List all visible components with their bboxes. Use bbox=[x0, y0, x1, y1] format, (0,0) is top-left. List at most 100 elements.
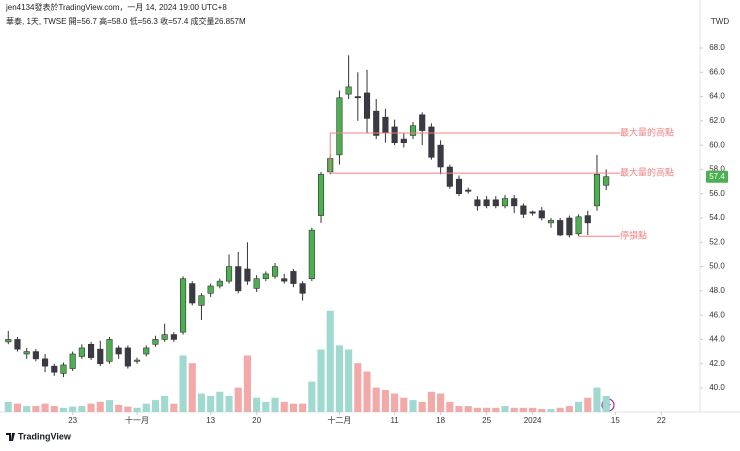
volume-bar bbox=[78, 406, 86, 412]
candle-body bbox=[253, 278, 260, 289]
candle-body bbox=[400, 138, 407, 144]
volume-bar bbox=[501, 406, 509, 412]
volume-bar bbox=[418, 401, 426, 412]
legend[interactable]: 華泰, 1天, TWSE 開=56.7 高=58.0 低=56.3 收=57.4… bbox=[6, 16, 246, 26]
x-tick-label: 22 bbox=[657, 416, 666, 425]
volume-bar bbox=[492, 407, 500, 412]
volume-bar bbox=[427, 391, 435, 412]
volume-bar bbox=[87, 403, 95, 412]
candle-body bbox=[501, 198, 509, 207]
candle-body bbox=[262, 273, 269, 280]
volume-bar bbox=[464, 406, 472, 412]
x-tick-label: 18 bbox=[436, 416, 445, 425]
last-price-box bbox=[706, 170, 728, 183]
volume-bar bbox=[161, 395, 169, 412]
candle-body bbox=[547, 220, 555, 224]
volume-bar bbox=[400, 397, 408, 412]
volume-bar bbox=[13, 403, 22, 412]
candle-body bbox=[382, 116, 389, 134]
x-tick-label: 十二月 bbox=[327, 415, 351, 425]
brand[interactable]: TradingView bbox=[18, 431, 72, 441]
y-tick-label: 60.0 bbox=[709, 140, 725, 149]
candle-body bbox=[5, 339, 12, 343]
volume-bar bbox=[510, 407, 518, 412]
candle-body bbox=[391, 126, 398, 144]
volume-bar bbox=[96, 401, 104, 412]
y-tick-label: 46.0 bbox=[709, 310, 725, 319]
candle-body bbox=[281, 278, 288, 282]
volume-bar bbox=[188, 363, 196, 412]
volume-bar bbox=[529, 407, 537, 412]
currency[interactable]: TWD bbox=[711, 17, 729, 26]
candle-body bbox=[244, 268, 251, 282]
candle-body bbox=[511, 198, 518, 207]
volume-bar bbox=[345, 349, 353, 412]
candle-body bbox=[14, 339, 21, 350]
candle-body bbox=[161, 334, 168, 340]
volume-bar bbox=[538, 409, 546, 412]
y-tick-label: 52.0 bbox=[709, 237, 725, 246]
candle-body bbox=[216, 280, 223, 287]
candle-body bbox=[179, 278, 187, 333]
candle-body bbox=[483, 199, 490, 207]
candle-body bbox=[170, 334, 177, 340]
candle-body bbox=[593, 173, 601, 207]
x-tick-label: 十一月 bbox=[125, 415, 149, 425]
last-price-label: 57.4 bbox=[709, 172, 725, 181]
candle-body bbox=[566, 217, 573, 236]
volume-bar bbox=[455, 406, 463, 412]
candle-body bbox=[529, 211, 536, 214]
volume-bar bbox=[317, 349, 325, 412]
volume-bar bbox=[584, 397, 592, 412]
y-tick-label: 68.0 bbox=[709, 43, 725, 52]
candle-body bbox=[603, 176, 610, 186]
candle-body bbox=[225, 266, 233, 282]
volume-bar bbox=[4, 401, 12, 412]
candle-body bbox=[345, 86, 352, 95]
candle-body bbox=[520, 205, 527, 215]
y-tick-label: 42.0 bbox=[709, 359, 725, 368]
y-tick-label: 40.0 bbox=[709, 383, 725, 392]
x-tick-label: 13 bbox=[206, 416, 215, 425]
candle-body bbox=[198, 295, 205, 306]
candle-body bbox=[363, 92, 371, 119]
candle-body bbox=[354, 96, 361, 99]
volume-bar bbox=[197, 393, 206, 412]
x-tick-label: 2024 bbox=[524, 416, 542, 425]
candle-body bbox=[271, 266, 279, 277]
volume-bar bbox=[437, 393, 445, 412]
candle-body bbox=[106, 339, 113, 362]
volume-bar bbox=[519, 407, 527, 412]
candle-body bbox=[133, 359, 141, 362]
volume-bar bbox=[446, 401, 454, 412]
x-tick-label: 23 bbox=[68, 416, 77, 425]
volume-bar bbox=[170, 403, 178, 412]
y-tick-label: 62.0 bbox=[709, 116, 725, 125]
brand-logo[interactable] bbox=[6, 433, 15, 441]
volume-bar bbox=[133, 407, 141, 412]
candle-body bbox=[492, 199, 499, 207]
volume-bar bbox=[69, 406, 77, 412]
y-tick-label: 54.0 bbox=[709, 213, 725, 222]
volume-bar bbox=[354, 363, 362, 412]
volume-bar bbox=[289, 403, 297, 412]
volume-bar bbox=[280, 401, 288, 412]
author-line: jen4134發表於TradingView.com，一月 14, 2024 19… bbox=[5, 2, 227, 12]
candle-body bbox=[235, 266, 242, 292]
candle-body bbox=[557, 220, 564, 236]
volume-bar bbox=[308, 381, 316, 412]
candle-body bbox=[299, 283, 306, 294]
candle-body bbox=[584, 215, 591, 224]
candle-body bbox=[538, 210, 545, 219]
x-tick-label: 15 bbox=[611, 416, 620, 425]
candle-body bbox=[465, 189, 472, 192]
volume-bar bbox=[391, 393, 399, 412]
candle-body bbox=[42, 358, 49, 367]
volume-bar bbox=[151, 400, 160, 412]
volume-bar bbox=[262, 401, 270, 412]
candle-body bbox=[308, 229, 315, 280]
volume-bar bbox=[216, 391, 224, 412]
candle-body bbox=[143, 347, 150, 355]
y-tick-label: 66.0 bbox=[709, 67, 725, 76]
